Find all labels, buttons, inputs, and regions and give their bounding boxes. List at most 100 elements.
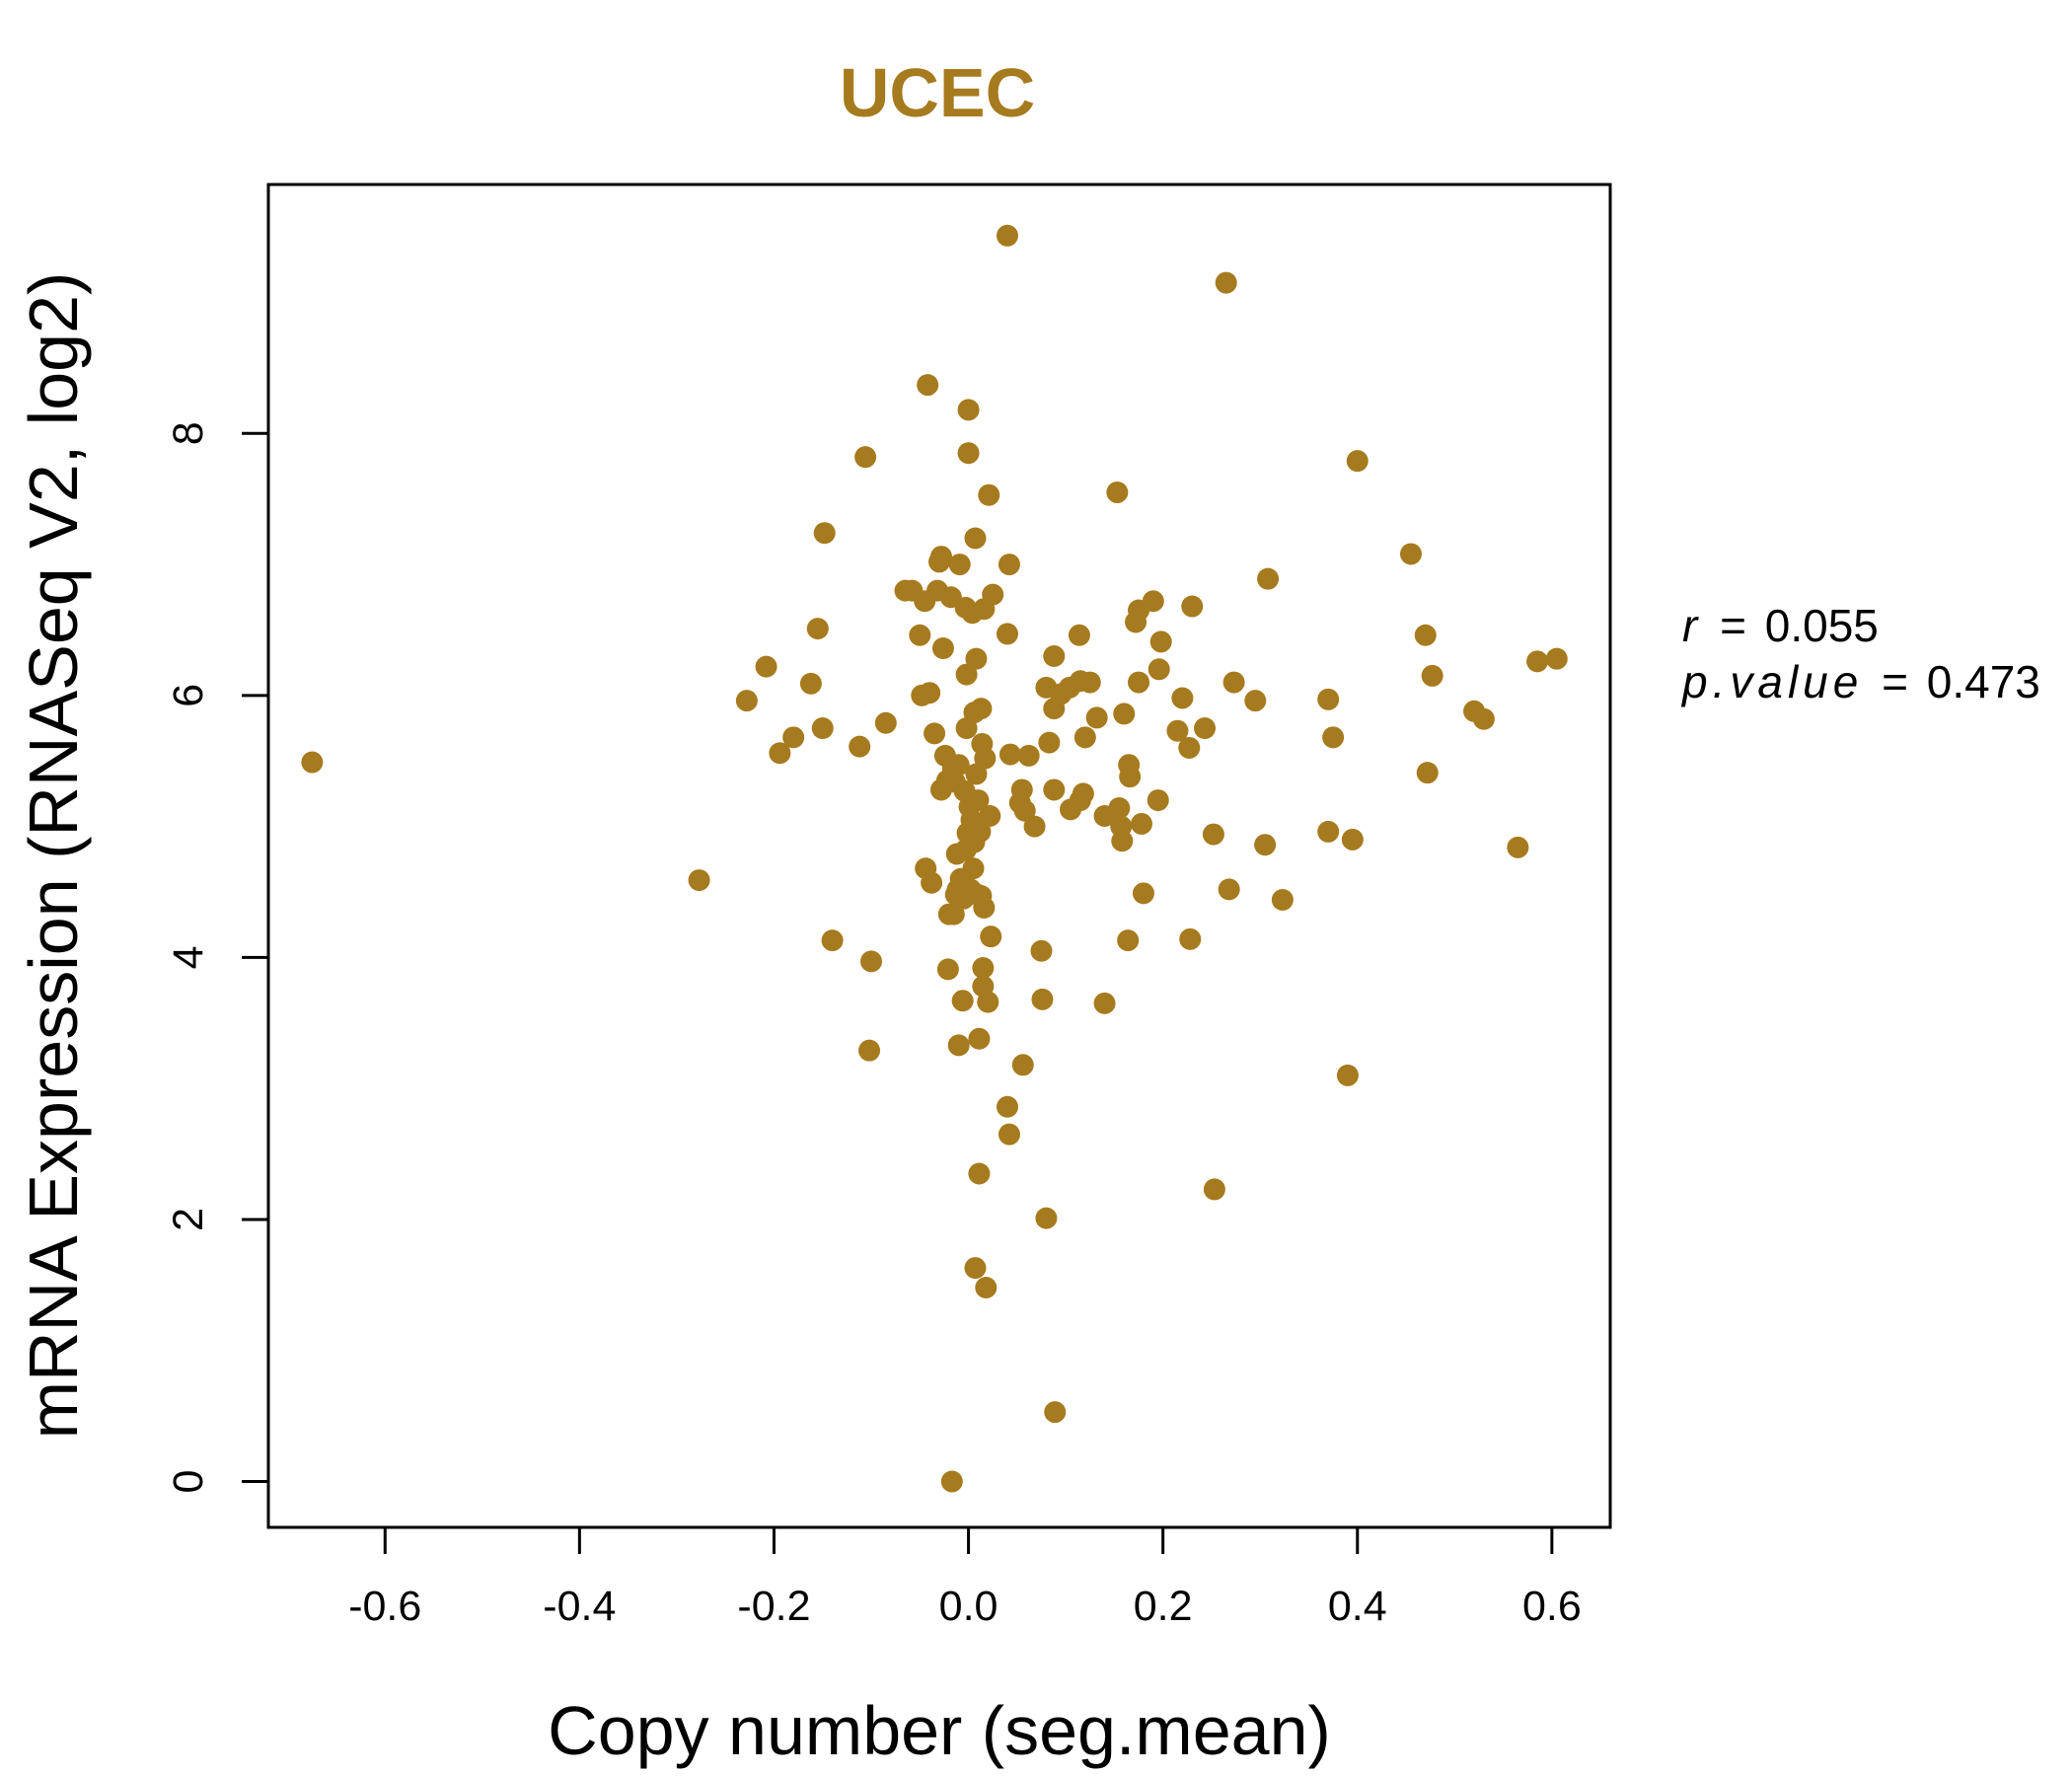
- correlation-stats: r = 0.055 p.value = 0.473: [1680, 600, 2040, 707]
- data-point: [811, 717, 834, 740]
- data-point: [982, 583, 1004, 606]
- data-point: [688, 869, 710, 892]
- data-point: [1178, 736, 1201, 759]
- data-point: [1031, 988, 1054, 1010]
- data-point: [1218, 878, 1240, 901]
- data-point: [1010, 778, 1033, 801]
- data-point: [1147, 789, 1169, 812]
- data-point: [1472, 707, 1495, 730]
- data-point: [998, 1123, 1020, 1146]
- data-point: [1166, 719, 1189, 742]
- y-axis-label: mRNA Expression (RNASeq V2, log2): [15, 272, 92, 1440]
- data-point: [1317, 820, 1340, 843]
- data-point: [968, 1162, 991, 1185]
- data-point: [782, 726, 805, 749]
- data-point: [1073, 726, 1096, 749]
- data-point: [964, 527, 987, 550]
- data-point: [1078, 671, 1101, 694]
- data-point: [735, 690, 758, 712]
- y-tick-label: 8: [165, 421, 212, 445]
- data-point: [996, 623, 1018, 645]
- data-point: [1341, 828, 1364, 851]
- x-tick-label: 0.0: [939, 1583, 999, 1630]
- x-axis-label: Copy number (seg.mean): [548, 1692, 1331, 1769]
- data-point: [917, 374, 939, 397]
- data-point: [996, 1095, 1018, 1118]
- x-tick-label: -0.4: [543, 1583, 616, 1630]
- p-value-stat-equals: =: [1882, 656, 1908, 707]
- data-point: [931, 637, 954, 660]
- data-point: [948, 554, 971, 576]
- data-point: [921, 871, 943, 894]
- data-point: [1346, 450, 1369, 473]
- data-point: [1044, 1401, 1067, 1424]
- data-point: [1093, 992, 1116, 1014]
- data-point: [947, 754, 970, 777]
- data-point: [1108, 797, 1131, 820]
- data-point: [821, 929, 844, 952]
- plot-frame: [266, 183, 1612, 1529]
- data-point: [1257, 567, 1280, 590]
- data-point: [919, 682, 941, 704]
- data-point: [1142, 590, 1164, 613]
- p-value-stat: p.value = 0.473: [1680, 656, 2040, 707]
- data-point: [769, 742, 791, 765]
- data-point: [1203, 1178, 1225, 1201]
- data-point: [1043, 645, 1066, 668]
- data-point: [924, 722, 946, 745]
- data-point: [1119, 766, 1142, 788]
- data-point: [1017, 744, 1040, 767]
- data-point: [755, 655, 777, 678]
- data-point: [936, 958, 959, 981]
- data-point: [1038, 731, 1061, 754]
- data-point: [1043, 778, 1066, 801]
- y-tick-label: 4: [165, 945, 212, 969]
- data-point: [964, 1257, 987, 1280]
- data-point: [996, 224, 1018, 247]
- data-point: [929, 546, 952, 568]
- data-point: [860, 950, 883, 973]
- data-point: [1128, 671, 1150, 694]
- data-point: [1111, 830, 1134, 852]
- data-point: [955, 663, 978, 686]
- data-point: [799, 672, 822, 695]
- data-point: [947, 1034, 970, 1057]
- data-point: [942, 903, 965, 925]
- data-point: [1399, 543, 1422, 565]
- data-point: [1085, 706, 1108, 729]
- data-point: [977, 991, 999, 1013]
- data-point: [967, 789, 990, 812]
- data-point: [978, 483, 1000, 506]
- data-point: [1030, 939, 1053, 962]
- data-point: [1181, 595, 1204, 618]
- data-point: [1222, 671, 1245, 694]
- data-point: [973, 896, 996, 919]
- x-tick-label: -0.2: [737, 1583, 810, 1630]
- data-point: [1507, 836, 1529, 858]
- data-point: [1244, 690, 1267, 712]
- data-point: [1254, 834, 1277, 856]
- data-point: [974, 747, 997, 770]
- data-point: [968, 1027, 991, 1050]
- x-tick-label: 0.4: [1328, 1583, 1387, 1630]
- data-point: [962, 857, 985, 880]
- y-tick-label: 6: [165, 684, 212, 707]
- data-point: [1023, 815, 1046, 838]
- data-point: [969, 820, 992, 843]
- data-point: [1130, 812, 1152, 835]
- data-point: [1035, 1207, 1058, 1229]
- data-point: [1117, 929, 1140, 952]
- data-point: [980, 925, 1002, 948]
- data-point: [999, 743, 1021, 766]
- data-point: [940, 1470, 963, 1493]
- data-point: [1011, 1054, 1034, 1076]
- data-point: [1414, 624, 1437, 646]
- data-point: [970, 698, 993, 720]
- r-stat-label: r: [1682, 600, 1699, 651]
- data-point: [849, 735, 871, 758]
- r-stat: r = 0.055: [1682, 600, 1879, 651]
- x-tick-label: 0.6: [1522, 1583, 1582, 1630]
- chart-title: UCEC: [840, 54, 1035, 131]
- p-value-stat-value: 0.473: [1927, 656, 2040, 707]
